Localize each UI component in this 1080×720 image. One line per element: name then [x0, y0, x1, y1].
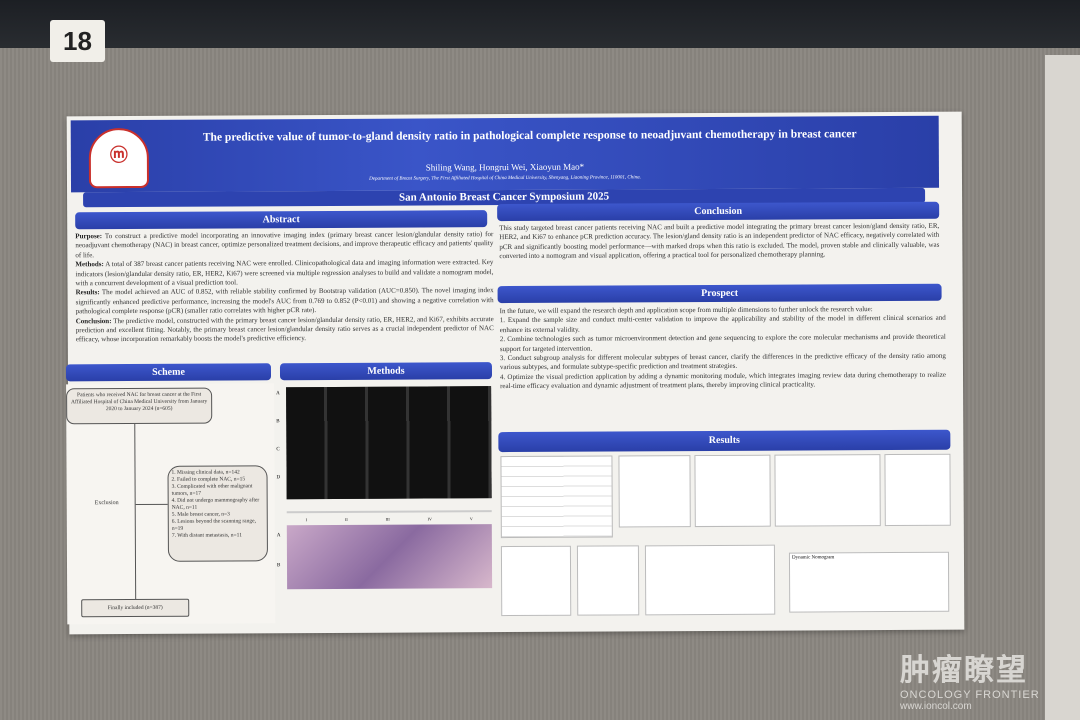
- results-figures: Dynamic Nomogram: [498, 452, 954, 629]
- flow-arrow-main: [134, 423, 137, 599]
- prospect-item: 1. Expand the sample size and conduct mu…: [499, 314, 946, 334]
- col-label: V: [469, 516, 473, 522]
- exclusion-item: 4. Did not undergo mammography after NAC…: [171, 497, 260, 511]
- scheme-flowchart: Patients who received NAC for breast can…: [66, 383, 276, 625]
- flow-final-box: Finally included (n=387): [81, 598, 190, 618]
- prospect-item: 4. Optimize the visual prediction applic…: [499, 370, 947, 391]
- col-label: I: [305, 517, 308, 523]
- row-label: D: [276, 475, 281, 481]
- exclusion-item: 3. Complicated with other malignant tumo…: [171, 483, 253, 497]
- col-label: IV: [427, 516, 432, 522]
- poster-title: The predictive value of tumor-to-gland d…: [202, 128, 857, 144]
- dca-chart: [774, 454, 881, 527]
- row-label: B: [276, 563, 281, 569]
- scheme-heading: Scheme: [65, 363, 272, 382]
- abstract-heading: Abstract: [75, 210, 488, 230]
- results-table: [500, 455, 613, 539]
- column-labels: I II III IV V: [287, 516, 492, 522]
- exclusion-item: 7. With distant metastasis, n=11: [171, 532, 242, 539]
- methods-label: Methods:: [75, 260, 104, 269]
- row-label: A: [276, 391, 280, 397]
- roc-curve-chart-2: [576, 545, 640, 616]
- dynamic-nomogram: Dynamic Nomogram: [788, 551, 950, 613]
- calibration-chart: [694, 454, 771, 528]
- col-label: III: [385, 516, 390, 522]
- affiliation: Department of Breast Surgery, The First …: [369, 175, 641, 182]
- methods-heading: Methods: [279, 362, 493, 381]
- mammography-grid: [286, 386, 492, 500]
- results-heading: Results: [498, 429, 951, 453]
- exclusion-label: Exclusion: [94, 500, 119, 507]
- flow-arrow-exclusion: [135, 503, 168, 505]
- conclusion-label: Conclusion:: [75, 316, 112, 325]
- conclusion-text: This study targeted breast cancer patien…: [499, 221, 940, 261]
- calibration-chart-2: [500, 545, 572, 617]
- row-label: A: [276, 533, 281, 539]
- booth-number-sign: 18: [50, 20, 105, 62]
- histology-images: [286, 524, 493, 590]
- col-label: II: [345, 516, 348, 522]
- watermark-url: www.ioncol.com: [900, 701, 972, 712]
- purpose-text: To construct a predictive model incorpor…: [75, 230, 494, 260]
- prospect-heading: Prospect: [497, 283, 942, 304]
- results-text: The model achieved an AUC of 0.852, with…: [75, 286, 494, 316]
- figure-caption: [286, 510, 492, 514]
- purpose-label: Purpose:: [75, 232, 103, 241]
- prospect-item: 3. Conduct subgroup analysis for differe…: [499, 351, 946, 372]
- research-poster: ⓜ The predictive value of tumor-to-gland…: [65, 111, 965, 635]
- exclusion-box: 1. Missing clinical data, n=142 2. Faile…: [167, 465, 268, 562]
- authors: Shiling Wang, Hongrui Wei, Xiaoyun Mao*: [425, 161, 585, 173]
- results-label: Results:: [75, 288, 100, 297]
- abstract-text: Purpose: To construct a predictive model…: [75, 230, 494, 345]
- exclusion-item: 6. Lesions beyond the scanning range, n=…: [171, 518, 256, 532]
- watermark-cn: 肿瘤瞭望: [900, 654, 1028, 687]
- methods-figure: A B C D I II III IV V A B: [276, 382, 495, 623]
- prospect-item: 2. Combine technologies such as tumor mi…: [499, 332, 946, 353]
- watermark: 肿瘤瞭望 ONCOLOGY FRONTIER www.ioncol.com: [900, 645, 1040, 712]
- flow-start-box: Patients who received NAC for breast can…: [66, 387, 213, 425]
- prospect-text: In the future, we will expand the resear…: [500, 305, 946, 392]
- watermark-en: ONCOLOGY FRONTIER: [900, 689, 1040, 701]
- poster-header: ⓜ The predictive value of tumor-to-gland…: [70, 115, 940, 193]
- side-panel: [1045, 55, 1080, 720]
- methods-text: A total of 387 breast cancer patients re…: [75, 258, 494, 288]
- conclusion-text: The predictive model, constructed with t…: [75, 314, 494, 344]
- row-label: B: [276, 419, 280, 425]
- row-label: C: [276, 447, 280, 453]
- conclusion-heading: Conclusion: [497, 201, 940, 222]
- roc-curve-chart: [618, 455, 691, 528]
- nomogram-title: Dynamic Nomogram: [791, 555, 835, 561]
- forest-plot: [884, 453, 951, 527]
- decision-curve-chart: [644, 544, 776, 616]
